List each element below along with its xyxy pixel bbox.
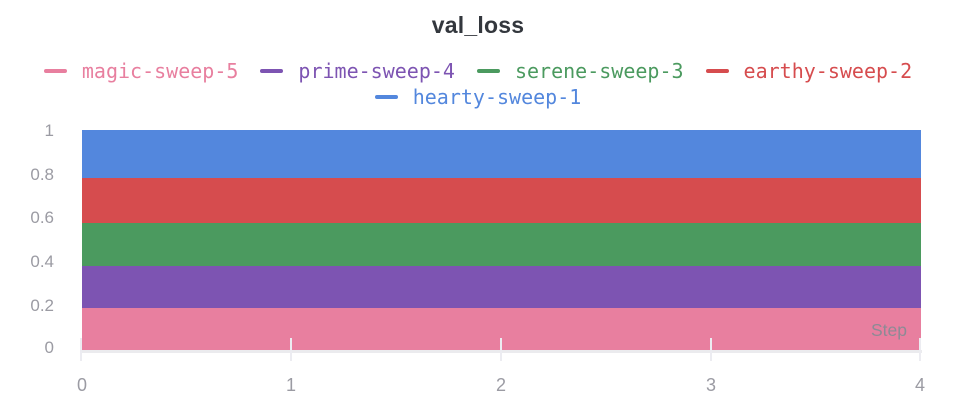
legend-line-swatch	[260, 69, 284, 73]
x-tick-mark	[919, 338, 921, 361]
legend-row-2: hearty-sweep-1	[0, 84, 956, 110]
x-tick-label: 2	[495, 375, 506, 395]
legend-item-prime-sweep-4[interactable]: prime-sweep-4	[260, 60, 455, 82]
x-axis-line	[82, 350, 922, 353]
legend-row-1: magic-sweep-5 prime-sweep-4 serene-sweep…	[0, 58, 956, 84]
legend-line-swatch	[374, 95, 398, 99]
y-tick-label: 0.4	[30, 252, 54, 271]
area-band-earthy-sweep-2	[82, 178, 921, 223]
y-tick-label: 0.6	[30, 208, 54, 227]
y-tick-label: 0	[44, 338, 54, 357]
legend-label: magic-sweep-5	[81, 59, 239, 83]
legend-item-serene-sweep-3[interactable]: serene-sweep-3	[476, 59, 684, 83]
area-band-prime-sweep-4	[82, 266, 921, 308]
x-tick-mark	[290, 338, 292, 361]
legend-label: hearty-sweep-1	[412, 85, 582, 109]
legend-line-swatch	[43, 69, 67, 73]
chart-title: val_loss	[431, 12, 525, 38]
legend-line-swatch	[705, 69, 729, 73]
legend-label: serene-sweep-3	[514, 59, 684, 83]
area-band-hearty-sweep-1	[82, 130, 921, 178]
plot-area[interactable]: Step	[82, 130, 921, 350]
legend-item-earthy-sweep-2[interactable]: earthy-sweep-2	[705, 59, 913, 83]
x-tick-mark	[710, 338, 712, 361]
legend-label: earthy-sweep-2	[743, 59, 913, 83]
x-tick-label: 1	[285, 375, 296, 395]
legend: magic-sweep-5 prime-sweep-4 serene-sweep…	[0, 58, 956, 110]
y-tick-label: 0.8	[30, 165, 54, 184]
legend-item-magic-sweep-5[interactable]: magic-sweep-5	[43, 59, 239, 83]
x-tick-label: 3	[705, 375, 716, 395]
x-tick-mark	[80, 338, 82, 361]
y-tick-label: 0.2	[30, 296, 54, 315]
area-band-serene-sweep-3	[82, 223, 921, 266]
x-tick-label: 4	[914, 375, 925, 395]
legend-line-swatch	[476, 69, 500, 73]
legend-label: prime-sweep-4	[298, 59, 455, 83]
x-tick-mark	[500, 338, 502, 361]
x-tick-label: 0	[76, 375, 87, 395]
x-axis-title: Step	[871, 320, 907, 340]
y-tick-label: 1	[44, 121, 54, 140]
legend-item-hearty-sweep-1[interactable]: hearty-sweep-1	[374, 85, 582, 109]
